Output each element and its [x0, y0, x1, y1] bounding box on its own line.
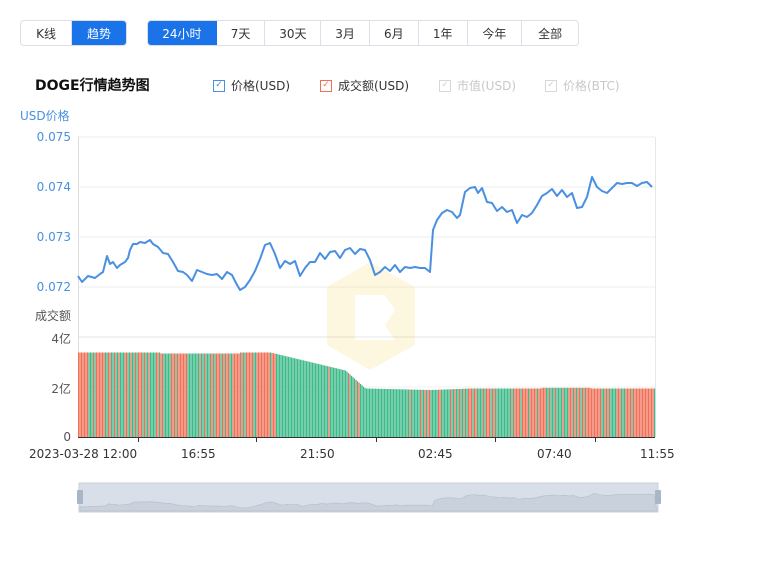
x-tick: 02:45	[418, 447, 453, 461]
legend-price-usd[interactable]: ✓ 价格(USD)	[213, 77, 290, 94]
legend-label: 市值(USD)	[457, 79, 517, 93]
x-axis-ticks	[138, 437, 596, 442]
slider-right-handle[interactable]	[655, 490, 661, 504]
range-1y[interactable]: 1年	[419, 21, 468, 45]
price-tick: 0.072	[36, 280, 71, 294]
range-30d[interactable]: 30天	[265, 21, 322, 45]
range-3m[interactable]: 3月	[321, 21, 370, 45]
price-tick: 0.075	[36, 130, 71, 144]
chart-title: DOGE行情趋势图	[35, 78, 150, 94]
price-line	[77, 176, 653, 291]
price-tick: 0.073	[36, 230, 71, 244]
checkbox-checked-icon[interactable]: ✓	[320, 79, 332, 92]
x-tick: 11:55	[640, 447, 675, 461]
range-6m[interactable]: 6月	[370, 21, 419, 45]
range-all[interactable]: 全部	[538, 26, 563, 41]
legend-label: 价格(BTC)	[563, 79, 620, 93]
price-axis-title: USD价格	[20, 109, 70, 123]
watermark-logo-icon	[327, 262, 415, 370]
checkbox-disabled-icon[interactable]: ✓	[545, 79, 557, 92]
volume-tick: 0	[63, 430, 71, 444]
x-tick: 2023-03-28 12:00	[29, 447, 138, 461]
range-24h[interactable]: 24小时	[148, 21, 217, 45]
checkbox-checked-icon[interactable]: ✓	[213, 79, 225, 92]
data-zoom-slider[interactable]	[77, 482, 661, 513]
view-mode-toggle: K线 趋势	[20, 20, 127, 46]
slider-left-handle[interactable]	[77, 490, 83, 504]
legend-volume-usd[interactable]: ✓ 成交额(USD)	[320, 77, 409, 94]
x-tick: 07:40	[537, 447, 572, 461]
volume-bars	[78, 352, 656, 438]
time-range-selector: 24小时 7天 30天 3月 6月 1年 今年 全部	[147, 20, 579, 46]
legend-label: 价格(USD)	[231, 79, 291, 93]
range-ytd[interactable]: 今年	[468, 21, 523, 45]
range-7d[interactable]: 7天	[217, 21, 266, 45]
checkbox-disabled-icon[interactable]: ✓	[439, 79, 451, 92]
legend-label: 成交额(USD)	[338, 79, 410, 93]
x-tick: 21:50	[300, 447, 335, 461]
x-tick: 16:55	[181, 447, 216, 461]
legend-price-btc[interactable]: ✓ 价格(BTC)	[545, 77, 620, 94]
trend-tab[interactable]: 趋势	[72, 21, 126, 45]
volume-tick: 2亿	[51, 382, 71, 396]
grid-lines	[78, 136, 656, 437]
price-tick: 0.074	[36, 180, 71, 194]
kline-tab[interactable]: K线	[21, 21, 73, 45]
volume-axis-title: 成交额	[34, 309, 71, 323]
volume-tick: 4亿	[51, 332, 71, 346]
legend-marketcap-usd[interactable]: ✓ 市值(USD)	[439, 77, 516, 94]
